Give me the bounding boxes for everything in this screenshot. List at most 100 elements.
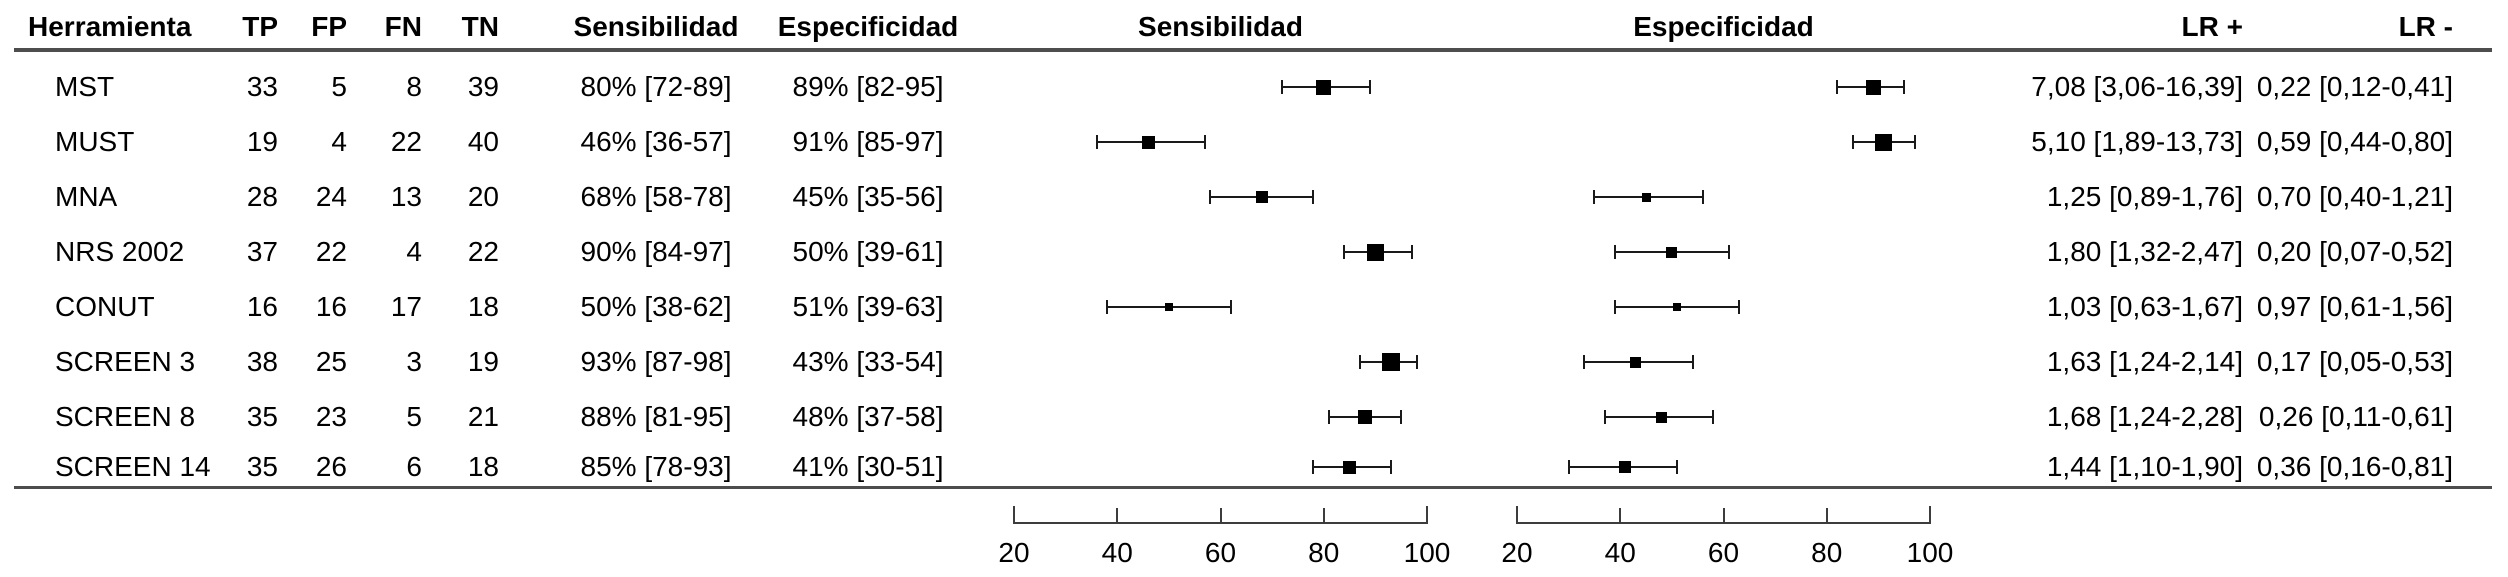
x-axis-tick-label: 100 [1906,537,1954,568]
table-row: NRS 2002 37 22 4 22 90% [84-97] 50% [39-… [0,233,2508,271]
x-axis-line [1013,522,1428,524]
table-row: MUST 19 4 22 40 46% [36-57] 91% [85-97] … [0,123,2508,161]
column-header-specificity: Especificidad [777,11,959,42]
forest-point-marker [1381,353,1400,371]
row-sensitivity-value: 68% [58-78] [580,181,732,212]
row-tp-value: 28 [246,181,278,212]
table-row: CONUT 16 16 17 18 50% [38-62] 51% [39-63… [0,288,2508,326]
forest-point-marker [1343,460,1357,474]
forest-point-marker [1865,79,1881,95]
row-lr-positive-value: 1,25 [0,89-1,76] [2046,181,2243,212]
row-fp-value: 5 [331,71,347,102]
column-header-tool: Herramienta [28,11,192,42]
header-divider-line [14,48,2492,52]
row-tp-value: 38 [246,346,278,377]
row-tool-label: CONUT [55,291,155,322]
row-lr-positive-value: 1,63 [1,24-2,14] [2046,346,2243,377]
x-axis-tick-label: 80 [1811,537,1843,568]
ci-right-cap [1737,300,1740,314]
row-fn-value: 4 [406,236,422,267]
row-fn-value: 8 [406,71,422,102]
row-lr-negative-value: 0,36 [0,16-0,81] [2256,451,2453,482]
ci-right-cap [1727,245,1730,259]
row-tp-value: 19 [246,126,278,157]
x-axis-tick-label: 40 [1101,537,1133,568]
table-row: SCREEN 8 35 23 5 21 88% [81-95] 48% [37-… [0,398,2508,436]
forest-point-marker [1630,356,1642,368]
x-axis-tick [1426,506,1428,522]
row-lr-positive-value: 1,03 [0,63-1,67] [2046,291,2243,322]
row-specificity-value: 51% [39-63] [792,291,944,322]
row-tp-value: 35 [246,401,278,432]
ci-left-cap [1281,80,1284,94]
row-fp-value: 26 [315,451,347,482]
row-tn-value: 20 [467,181,499,212]
row-lr-negative-value: 0,97 [0,61-1,56] [2256,291,2453,322]
x-axis-tick [1219,508,1222,522]
x-axis-tick [1013,506,1015,522]
ci-left-cap [1095,135,1098,149]
row-lr-negative-value: 0,22 [0,12-0,41] [2256,71,2453,102]
ci-right-cap [1229,300,1232,314]
row-tn-value: 22 [467,236,499,267]
ci-left-cap [1603,410,1606,424]
x-axis-tick-label: 20 [998,537,1030,568]
ci-left-cap [1614,245,1617,259]
ci-right-cap [1903,80,1906,94]
row-sensitivity-value: 90% [84-97] [580,236,732,267]
row-tool-label: MNA [55,181,118,212]
forest-point-marker [1366,243,1384,261]
ci-right-cap [1712,410,1715,424]
ci-left-cap [1583,355,1586,369]
row-specificity-value: 48% [37-58] [792,401,944,432]
row-lr-positive-value: 1,68 [1,24-2,28] [2046,401,2243,432]
ci-left-cap [1358,355,1361,369]
row-fn-value: 13 [390,181,422,212]
forest-point-marker [1619,461,1632,473]
ci-left-cap [1614,300,1617,314]
row-fp-value: 23 [315,401,347,432]
ci-right-cap [1415,355,1418,369]
forest-point-marker [1666,246,1678,258]
row-fn-value: 3 [406,346,422,377]
forest-point-marker [1141,135,1155,149]
row-lr-negative-value: 0,26 [0,11-0,61] [2258,401,2453,432]
column-header-lr-positive: LR + [2181,11,2243,42]
row-sensitivity-value: 50% [38-62] [580,291,732,322]
ci-right-cap [1913,135,1916,149]
ci-right-cap [1691,355,1694,369]
row-sensitivity-value: 88% [81-95] [580,401,732,432]
row-specificity-value: 89% [82-95] [792,71,944,102]
row-fn-value: 6 [406,451,422,482]
row-tn-value: 19 [467,346,499,377]
row-specificity-value: 91% [85-97] [792,126,944,157]
row-specificity-value: 43% [33-54] [792,346,944,377]
x-axis-tick-label: 40 [1604,537,1636,568]
ci-left-cap [1593,190,1596,204]
row-fp-value: 16 [315,291,347,322]
x-axis-tick [1825,508,1828,522]
x-axis-tick [1929,506,1931,522]
row-tn-value: 40 [467,126,499,157]
row-specificity-value: 41% [30-51] [792,451,944,482]
ci-right-cap [1389,460,1392,474]
row-tp-value: 33 [246,71,278,102]
ci-right-cap [1312,190,1315,204]
table-row: MST 33 5 8 39 80% [72-89] 89% [82-95] 7,… [0,68,2508,106]
row-lr-positive-value: 1,80 [1,32-2,47] [2046,236,2243,267]
row-lr-positive-value: 7,08 [3,06-16,39] [2031,71,2243,102]
table-row: SCREEN 14 35 26 6 18 85% [78-93] 41% [30… [0,448,2508,486]
plot-header-sensitivity: Sensibilidad [1138,11,1303,42]
row-tn-value: 39 [467,71,499,102]
forest-point-marker [1316,79,1332,95]
ci-left-cap [1105,300,1108,314]
row-fp-value: 4 [331,126,347,157]
x-axis-tick [1722,508,1725,522]
row-tool-label: SCREEN 3 [55,346,196,377]
ci-left-cap [1343,245,1346,259]
row-fp-value: 22 [315,236,347,267]
row-tn-value: 18 [467,291,499,322]
column-header-tp: TP [242,11,278,42]
ci-left-cap [1312,460,1315,474]
row-tn-value: 21 [467,401,499,432]
